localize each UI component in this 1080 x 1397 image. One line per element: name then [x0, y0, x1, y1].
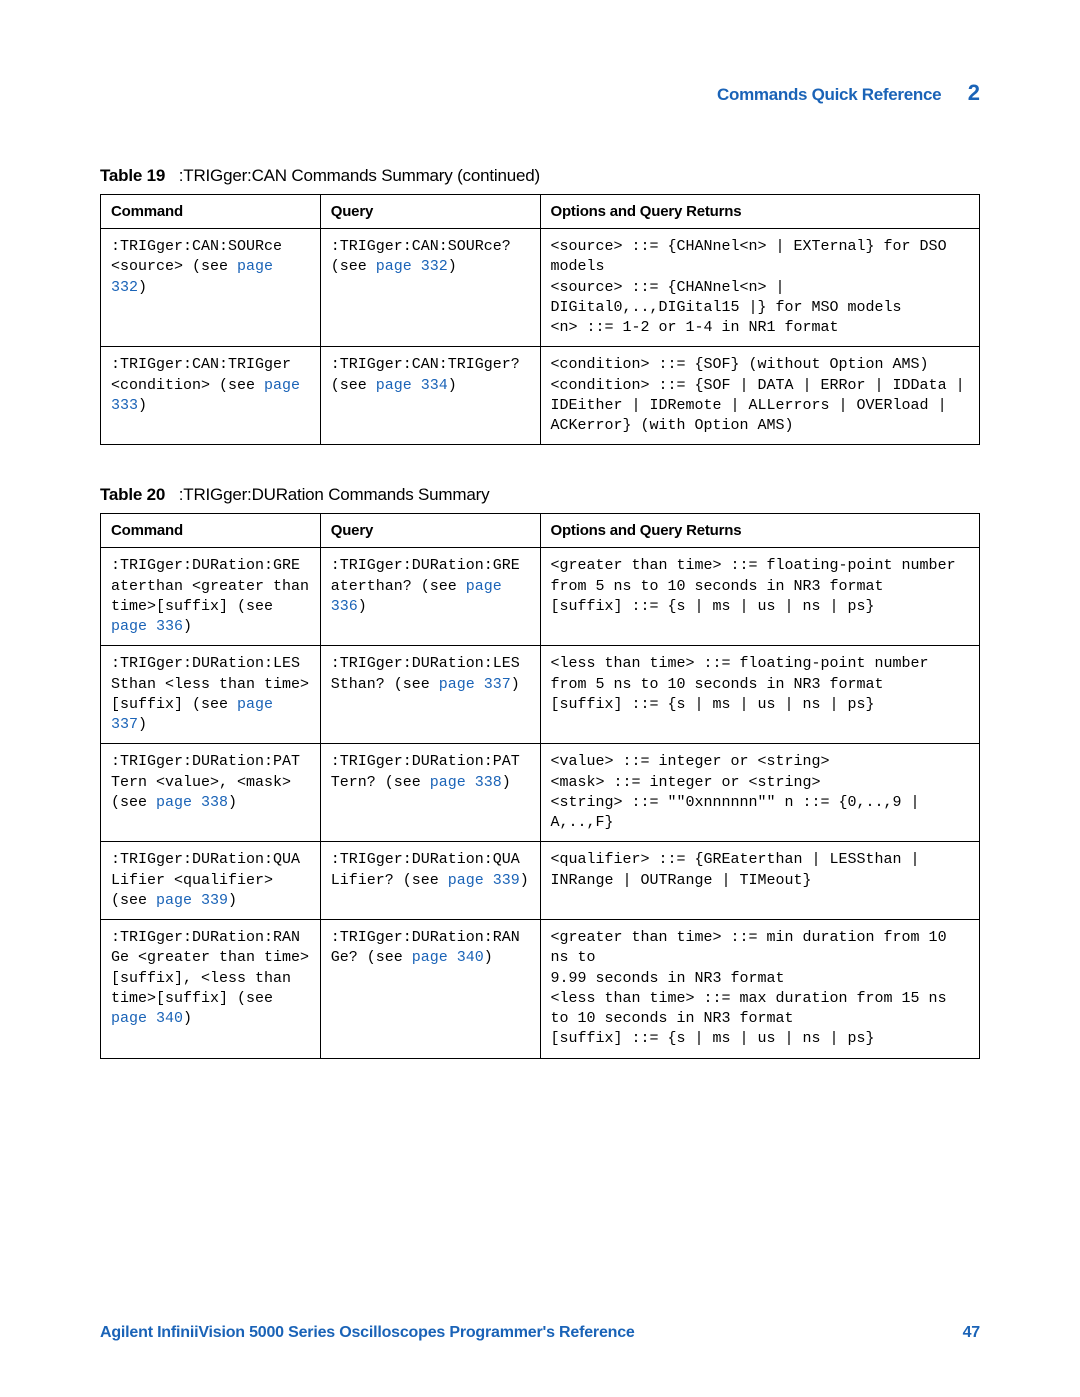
page-header: Commands Quick Reference 2	[100, 80, 980, 106]
header-command: Command	[101, 195, 321, 229]
cell-options: <value> ::= integer or <string><mask> ::…	[540, 744, 980, 842]
table-row: :TRIGger:DURation:LES Sthan <less than t…	[101, 646, 980, 744]
header-command: Command	[101, 514, 321, 548]
cell-options: <greater than time> ::= floating-point n…	[540, 548, 980, 646]
table-header-row: Command Query Options and Query Returns	[101, 514, 980, 548]
cell-command: :TRIGger:CAN:SOURce <source> (see page 3…	[101, 229, 321, 347]
table-row: :TRIGger:DURation:QUA Lifier <qualifier>…	[101, 842, 980, 920]
table20: Command Query Options and Query Returns …	[100, 513, 980, 1058]
table20-title: :TRIGger:DURation Commands Summary	[179, 485, 490, 504]
cell-command: :TRIGger:DURation:PAT Tern <value>, <mas…	[101, 744, 321, 842]
table-row: :TRIGger:CAN:SOURce <source> (see page 3…	[101, 229, 980, 347]
page-link[interactable]: page 337	[439, 676, 511, 693]
cell-query: :TRIGger:DURation:QUA Lifier? (see page …	[320, 842, 540, 920]
cell-query: :TRIGger:DURation:LES Sthan? (see page 3…	[320, 646, 540, 744]
table19-title: :TRIGger:CAN Commands Summary (continued…	[179, 166, 540, 185]
page-link[interactable]: page 339	[156, 892, 228, 909]
page-link[interactable]: page 340	[111, 1010, 183, 1027]
page-link[interactable]: page 339	[448, 872, 520, 889]
cell-command: :TRIGger:DURation:LES Sthan <less than t…	[101, 646, 321, 744]
table19-label: Table 19	[100, 166, 165, 185]
footer-page-number: 47	[963, 1324, 980, 1342]
page-footer: Agilent InfiniiVision 5000 Series Oscill…	[100, 1324, 980, 1342]
cell-query: :TRIGger:CAN:SOURce? (see page 332)	[320, 229, 540, 347]
cell-options: <condition> ::= {SOF} (without Option AM…	[540, 347, 980, 445]
table-row: :TRIGger:DURation:RAN Ge <greater than t…	[101, 920, 980, 1059]
cell-command: :TRIGger:DURation:RAN Ge <greater than t…	[101, 920, 321, 1059]
cell-options: <less than time> ::= floating-point numb…	[540, 646, 980, 744]
page-link[interactable]: page 338	[156, 794, 228, 811]
cell-options: <qualifier> ::= {GREaterthan | LESSthan …	[540, 842, 980, 920]
table20-label: Table 20	[100, 485, 165, 504]
cell-options: <source> ::= {CHANnel<n> | EXTernal} for…	[540, 229, 980, 347]
page-link[interactable]: page 340	[412, 949, 484, 966]
cell-command: :TRIGger:CAN:TRIGger <condition> (see pa…	[101, 347, 321, 445]
page-link[interactable]: page 334	[376, 377, 448, 394]
cell-query: :TRIGger:DURation:PAT Tern? (see page 33…	[320, 744, 540, 842]
cell-options: <greater than time> ::= min duration fro…	[540, 920, 980, 1059]
table-header-row: Command Query Options and Query Returns	[101, 195, 980, 229]
header-query: Query	[320, 514, 540, 548]
cell-query: :TRIGger:DURation:RAN Ge? (see page 340)	[320, 920, 540, 1059]
table-row: :TRIGger:CAN:TRIGger <condition> (see pa…	[101, 347, 980, 445]
cell-command: :TRIGger:DURation:GRE aterthan <greater …	[101, 548, 321, 646]
header-options: Options and Query Returns	[540, 514, 980, 548]
section-title: Commands Quick Reference	[717, 85, 941, 104]
footer-title: Agilent InfiniiVision 5000 Series Oscill…	[100, 1324, 635, 1341]
cell-command: :TRIGger:DURation:QUA Lifier <qualifier>…	[101, 842, 321, 920]
section-number: 2	[968, 80, 980, 105]
header-query: Query	[320, 195, 540, 229]
header-options: Options and Query Returns	[540, 195, 980, 229]
page-link[interactable]: page 336	[111, 618, 183, 635]
page-link[interactable]: page 332	[376, 258, 448, 275]
page-link[interactable]: page 338	[430, 774, 502, 791]
table20-caption: Table 20 :TRIGger:DURation Commands Summ…	[100, 485, 980, 505]
cell-query: :TRIGger:CAN:TRIGger? (see page 334)	[320, 347, 540, 445]
table-row: :TRIGger:DURation:GRE aterthan <greater …	[101, 548, 980, 646]
cell-query: :TRIGger:DURation:GRE aterthan? (see pag…	[320, 548, 540, 646]
table19: Command Query Options and Query Returns …	[100, 194, 980, 445]
table19-caption: Table 19 :TRIGger:CAN Commands Summary (…	[100, 166, 980, 186]
table-row: :TRIGger:DURation:PAT Tern <value>, <mas…	[101, 744, 980, 842]
